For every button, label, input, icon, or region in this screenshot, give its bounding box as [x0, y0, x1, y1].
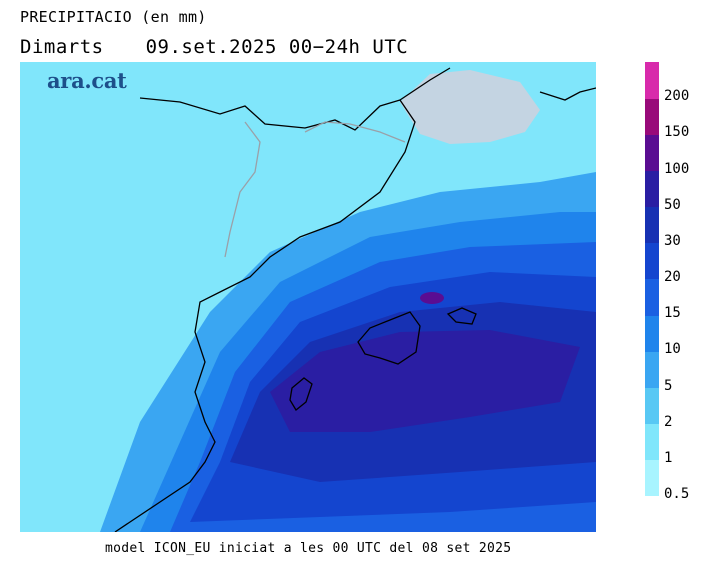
precipitation-map [20, 62, 596, 532]
colorbar-segment [645, 423, 659, 461]
colorbar-label: 20 [664, 269, 681, 285]
model-info: model ICON_EU iniciat a les 00 UTC del 0… [105, 541, 512, 556]
colorbar-label: 15 [664, 305, 681, 322]
chart-title: PRECIPITACIO (en mm) [20, 8, 207, 26]
island-menorca [446, 307, 477, 325]
forecast-day: Dimarts [20, 36, 104, 58]
colorbar-label: 0.5 [664, 486, 690, 502]
colorbar-segment [645, 387, 659, 425]
forecast-period: 09.set.2025 00−24h UTC [145, 36, 409, 58]
colorbar-label: 200 [664, 88, 690, 105]
colorbar-label: 1 [664, 449, 673, 466]
map-canvas [20, 62, 596, 532]
colorbar-segment [645, 315, 659, 352]
regional-border [224, 121, 261, 258]
coastline-france [399, 67, 596, 101]
colorbar-segment [645, 279, 659, 316]
colorbar-segment [645, 351, 659, 388]
brand-logo: ara.cat [47, 68, 127, 93]
colorbar-label: 5 [664, 377, 673, 394]
colorbar-label: 10 [664, 341, 681, 358]
precip-band-50 [270, 330, 580, 432]
colorbar [645, 62, 659, 497]
colorbar-segment [645, 206, 659, 244]
colorbar-segment [645, 62, 659, 99]
colorbar-segment [645, 134, 659, 171]
island-ibiza [289, 377, 313, 411]
colorbar-segment [645, 459, 659, 497]
land-southern-france [400, 70, 540, 144]
colorbar-label: 100 [664, 160, 690, 177]
colorbar-segment [645, 242, 659, 280]
island-mallorca [357, 311, 421, 365]
colorbar-segment [645, 98, 659, 135]
colorbar-segment [645, 170, 659, 208]
coastline [114, 97, 416, 532]
colorbar-label: 2 [664, 413, 673, 430]
border-france-spain [304, 121, 406, 143]
colorbar-label: 150 [664, 124, 690, 141]
forecast-date: Dimarts 09.set.2025 00−24h UTC [20, 36, 408, 58]
colorbar-label: 50 [664, 196, 681, 213]
colorbar-label: 30 [664, 232, 681, 249]
precip-band-100 [420, 292, 444, 304]
